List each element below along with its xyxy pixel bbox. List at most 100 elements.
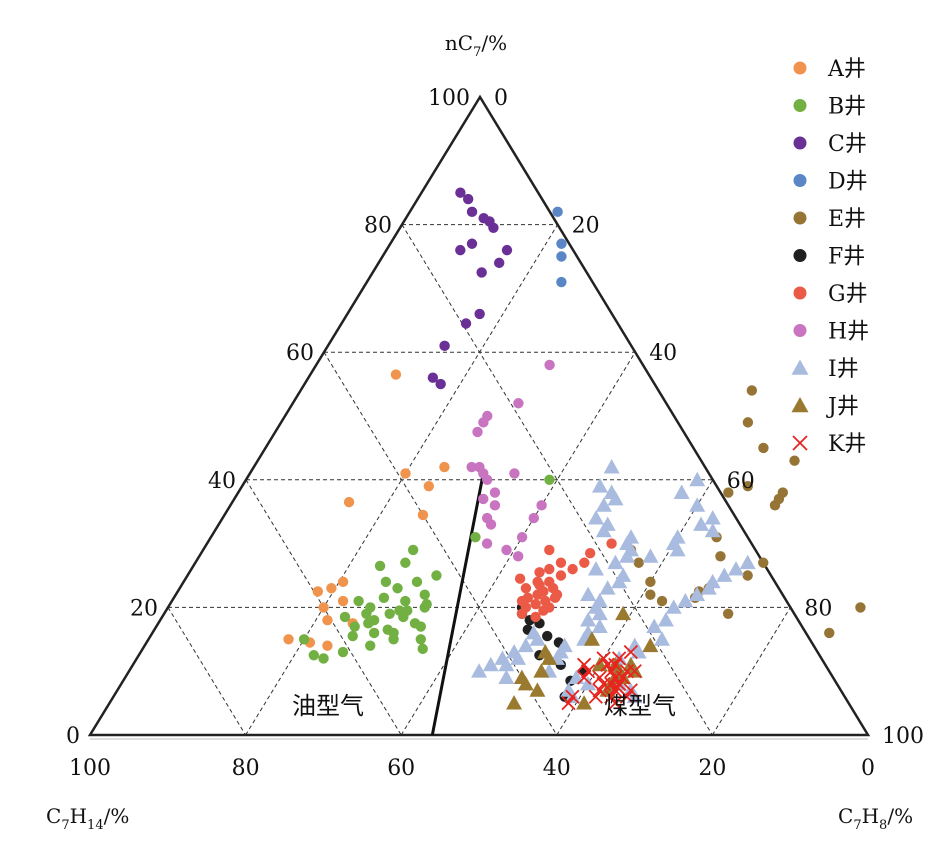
legend-label-5: E井 [828, 207, 866, 232]
point-5-17 [746, 385, 758, 396]
point-9-45 [677, 593, 694, 608]
point-2-29 [368, 627, 380, 639]
point-2-18 [349, 621, 360, 632]
point-9-38 [517, 637, 534, 653]
point-7-14 [567, 563, 578, 575]
point-2-10 [400, 595, 411, 607]
point-8-15 [509, 468, 520, 479]
point-3-6 [488, 222, 499, 233]
grid-line-c7h8-60 [556, 479, 714, 736]
point-7-13 [555, 570, 567, 581]
point-1-13 [337, 576, 349, 588]
point-3-16 [435, 378, 446, 390]
point-9-22 [580, 612, 597, 627]
tick-label-left-100: 100 [428, 86, 470, 111]
grid-line-c7h14-40 [323, 351, 558, 736]
point-11-23-stroke-b [623, 683, 638, 698]
series-11 [561, 644, 642, 711]
point-9-50 [728, 561, 744, 576]
legend-label-4: D井 [828, 170, 868, 195]
point-5-21 [645, 589, 656, 600]
point-2-39 [347, 630, 358, 642]
tick-label-right-40: 40 [649, 341, 677, 366]
point-9-42 [471, 663, 488, 678]
point-11-11 [596, 676, 611, 692]
point-9-16 [611, 573, 628, 589]
series-4 [552, 206, 567, 288]
point-9-14 [587, 561, 604, 576]
point-3-10 [493, 257, 505, 269]
point-3-7 [466, 238, 478, 249]
point-4-2 [556, 238, 567, 249]
point-9-37 [529, 631, 546, 646]
legend-item-4: D井 [793, 170, 868, 195]
point-2-37 [388, 634, 399, 645]
point-7-21 [555, 557, 567, 568]
point-1-16 [318, 602, 329, 613]
tick-label-left-20: 20 [130, 596, 158, 621]
point-1-1 [390, 369, 402, 380]
series-8 [466, 359, 555, 562]
point-11-21 [611, 676, 627, 692]
point-9-21 [591, 605, 608, 621]
series-3 [427, 187, 513, 390]
point-9-43 [498, 669, 515, 684]
point-11-4-stroke-b [604, 664, 619, 679]
point-10-11 [529, 682, 546, 697]
point-4-4 [556, 276, 567, 288]
point-11-10-stroke-b [592, 670, 607, 685]
point-10-17 [583, 631, 600, 646]
series-1 [283, 369, 450, 651]
legend-item-7: G井 [793, 282, 868, 307]
point-11-4 [604, 664, 619, 679]
point-9-46 [689, 586, 706, 602]
point-11-26 [627, 664, 642, 679]
legend-label-9: I井 [828, 357, 859, 382]
point-5-12 [777, 487, 788, 498]
top-axis-title: nC7/% [445, 31, 507, 60]
point-9-64 [689, 471, 706, 487]
region-label-coal-gas: 煤型气 [604, 692, 676, 720]
legend: A井 B井 C井 D井 E井 F井 G井 H井 I井 J井 K井 [791, 57, 869, 457]
tick-label-left-40: 40 [208, 469, 236, 494]
point-5-13 [742, 480, 753, 492]
point-7-18 [606, 538, 617, 549]
tick-label-right-20: 20 [572, 214, 600, 239]
point-7-28 [532, 576, 543, 588]
point-10-8 [642, 637, 659, 653]
tick-label-bottom-0: 0 [861, 756, 875, 781]
point-2-11 [353, 595, 364, 607]
point-8-18 [512, 551, 524, 562]
point-5-23 [633, 557, 644, 568]
point-5-3 [758, 557, 769, 568]
point-11-17-stroke-b [565, 689, 580, 704]
point-10-1 [576, 695, 593, 710]
point-9-41 [482, 656, 499, 672]
point-5-2 [824, 627, 835, 639]
tick-label-right-100: 100 [882, 724, 924, 749]
point-legend-7 [793, 286, 807, 300]
point-3-1 [455, 187, 466, 198]
point-11-12 [592, 683, 607, 698]
point-8-5 [472, 426, 483, 438]
point-10-10 [506, 695, 523, 710]
point-1-15 [337, 595, 349, 607]
point-7-15 [579, 557, 590, 568]
point-5-15 [758, 442, 769, 454]
point-2-33 [419, 602, 430, 613]
point-9-73 [642, 548, 659, 563]
point-5-4 [742, 570, 753, 581]
point-10-18 [615, 605, 632, 621]
series-2 [298, 474, 555, 664]
point-11-16 [577, 657, 592, 672]
point-11-14-stroke-b [576, 670, 592, 685]
point-2-32 [431, 570, 442, 581]
tick-label-left-80: 80 [364, 214, 392, 239]
point-9-65 [673, 484, 690, 499]
point-11-25 [608, 695, 623, 711]
point-legend-1 [793, 61, 807, 75]
grid-line-c7h14-80 [167, 607, 247, 736]
point-9-6 [588, 510, 605, 525]
tick-label-left-0: 0 [66, 724, 80, 749]
point-2-26 [384, 608, 395, 619]
